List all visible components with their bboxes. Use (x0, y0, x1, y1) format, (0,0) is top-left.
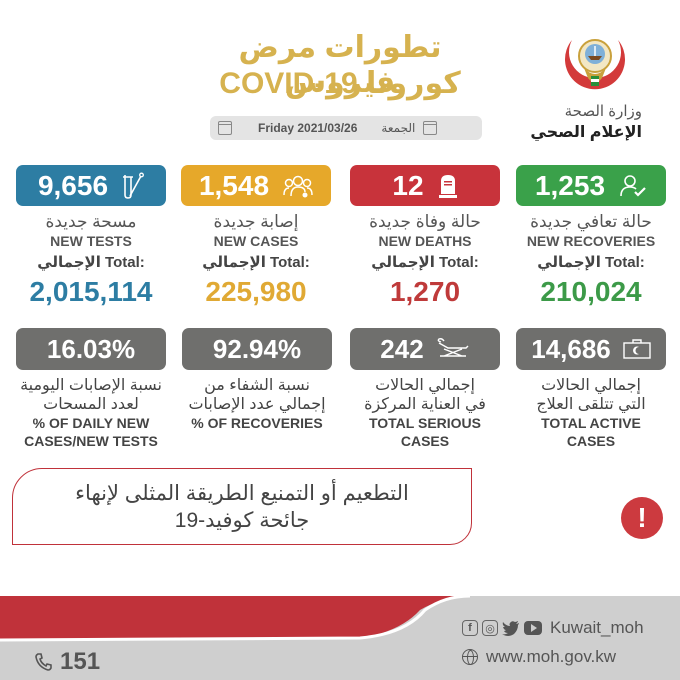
hospital-bed-icon (437, 338, 469, 357)
notice-line-1: التطعيم أو التمنيع الطريقة المثلى لإنهاء (75, 481, 409, 505)
social-links: f ◎ Kuwait_moh (462, 618, 644, 638)
pct-label-en: % OF RECOVERIES (191, 415, 323, 431)
twitter-icon[interactable] (502, 620, 520, 636)
stat-value: 1,253 (534, 169, 606, 201)
phone-icon (35, 653, 52, 671)
stat-total-label: الإجمالي Total: (37, 254, 145, 271)
stat-total-label: الإجمالي Total: (202, 254, 310, 271)
pct-label-ar-2: التي تتلقى العلاج (536, 396, 646, 413)
pct-box: 92.94% (182, 328, 332, 370)
ministry-name: وزارة الصحة (564, 103, 642, 120)
stat-total-value: 1,270 (389, 276, 461, 307)
youtube-icon[interactable] (524, 621, 542, 635)
user-check-icon (620, 174, 646, 197)
date-english: Friday 2021/03/26 (258, 121, 358, 135)
stat-label-ar: مسحة جديدة (45, 212, 137, 231)
pct-label-ar: نسبة الإصابات اليومية (20, 377, 162, 394)
calendar-icon (218, 121, 232, 135)
pct-box: 14,686 (516, 328, 666, 370)
social-handle[interactable]: Kuwait_moh (550, 618, 644, 637)
facebook-icon[interactable]: f (462, 620, 478, 636)
website-url[interactable]: www.moh.gov.kw (486, 647, 617, 666)
stat-label-en: NEW CASES (213, 233, 299, 249)
pct-daily-cases-tests: 16.03% نسبة الإصابات اليومية لعدد المسحا… (16, 328, 166, 450)
pct-label-ar-2: في العناية المركزة (364, 396, 486, 413)
notice-line-2: جائحة كوفيد-19 (174, 508, 310, 532)
pct-label-ar-2: إجمالي عدد الإصابات (188, 396, 326, 413)
stat-box: 12 (350, 165, 500, 206)
date-arabic: الجمعة (381, 121, 416, 135)
stat-total-label: الإجمالي Total: (537, 254, 645, 271)
pct-value: 242 (380, 333, 424, 364)
pct-value: 92.94% (212, 333, 302, 364)
stat-box: 1,253 (516, 165, 666, 206)
stat-label-ar: حالة وفاة جديدة (369, 212, 481, 231)
stat-value: 9,656 (37, 169, 109, 201)
total-serious-cases: 242 إجمالي الحالات في العناية المركزة TO… (350, 328, 500, 450)
stat-total-label: الإجمالي Total: (371, 254, 479, 271)
pct-label-en: TOTAL ACTIVE CASES (541, 415, 641, 449)
pct-label-ar: نسبة الشفاء من (204, 377, 310, 394)
calendar-icon (423, 121, 438, 135)
stat-new-cases: 1,548 إصابة جديدة NEW CASES الإجمالي Tot… (181, 165, 331, 308)
pct-label-en: % OF DAILY NEW (32, 415, 150, 431)
page-title-line2: COVID-19 كورونا (200, 66, 480, 101)
stat-box: 1,548 (181, 165, 331, 206)
stat-label-en: NEW RECOVERIES (526, 233, 656, 249)
page-title-arabic: تطورات مرض فيروس (238, 31, 442, 99)
exclamation-icon: ! (621, 497, 663, 539)
ministry-logo (565, 39, 625, 90)
hotline: 151 (34, 648, 100, 676)
title-covid-en: COVID-19 (219, 67, 358, 100)
date-bar: Friday 2021/03/26 الجمعة (210, 116, 482, 140)
stat-new-recoveries: 1,253 حالة تعافي جديدة NEW RECOVERIES ال… (516, 165, 666, 308)
pct-box: 242 (350, 328, 500, 370)
pct-label-ar-2: لعدد المسحات (43, 396, 139, 413)
stat-label-ar: إصابة جديدة (213, 212, 299, 231)
pct-recoveries: 92.94% نسبة الشفاء من إجمالي عدد الإصابا… (182, 328, 332, 432)
stat-value: 12 (392, 169, 424, 201)
pct-value: 14,686 (531, 333, 611, 364)
footer-background (0, 590, 680, 680)
stat-new-tests: 9,656 مسحة جديدة NEW TESTS الإجمالي Tota… (16, 165, 166, 308)
pct-box: 16.03% (16, 328, 166, 370)
stat-new-deaths: 12 حالة وفاة جديدة NEW DEATHS الإجمالي T… (350, 165, 500, 308)
test-tube-icon (123, 172, 144, 199)
website: www.moh.gov.kw (462, 647, 616, 667)
pct-label-en: TOTAL SERIOUS CASES (368, 415, 481, 449)
stat-total-value: 210,024 (540, 276, 642, 307)
instagram-icon[interactable]: ◎ (482, 620, 498, 636)
title-corona-ar: كورونا (366, 67, 461, 100)
pct-value: 16.03% (46, 333, 136, 364)
stat-total-value: 2,015,114 (29, 276, 153, 307)
stat-total-value: 225,980 (205, 276, 307, 307)
vaccination-notice: التطعيم أو التمنيع الطريقة المثلى لإنهاء… (12, 468, 472, 545)
pct-label-ar: إجمالي الحالات (541, 377, 641, 394)
media-department-name: الإعلام الصحي (530, 124, 642, 141)
people-virus-icon (283, 175, 313, 197)
stat-value: 1,548 (198, 169, 270, 201)
pct-label-ar: إجمالي الحالات (375, 377, 475, 394)
stat-label-en: NEW DEATHS (378, 233, 472, 249)
medical-case-icon (623, 339, 651, 359)
pct-label-en-2: CASES/NEW TESTS (24, 433, 158, 449)
total-active-cases: 14,686 إجمالي الحالات التي تتلقى العلاج … (516, 328, 666, 450)
tombstone-icon (438, 174, 457, 198)
stat-label-ar: حالة تعافي جديدة (530, 212, 652, 231)
stat-label-en: NEW TESTS (50, 233, 132, 249)
hotline-number: 151 (60, 648, 101, 675)
globe-icon (462, 649, 478, 665)
stat-box: 9,656 (16, 165, 166, 206)
